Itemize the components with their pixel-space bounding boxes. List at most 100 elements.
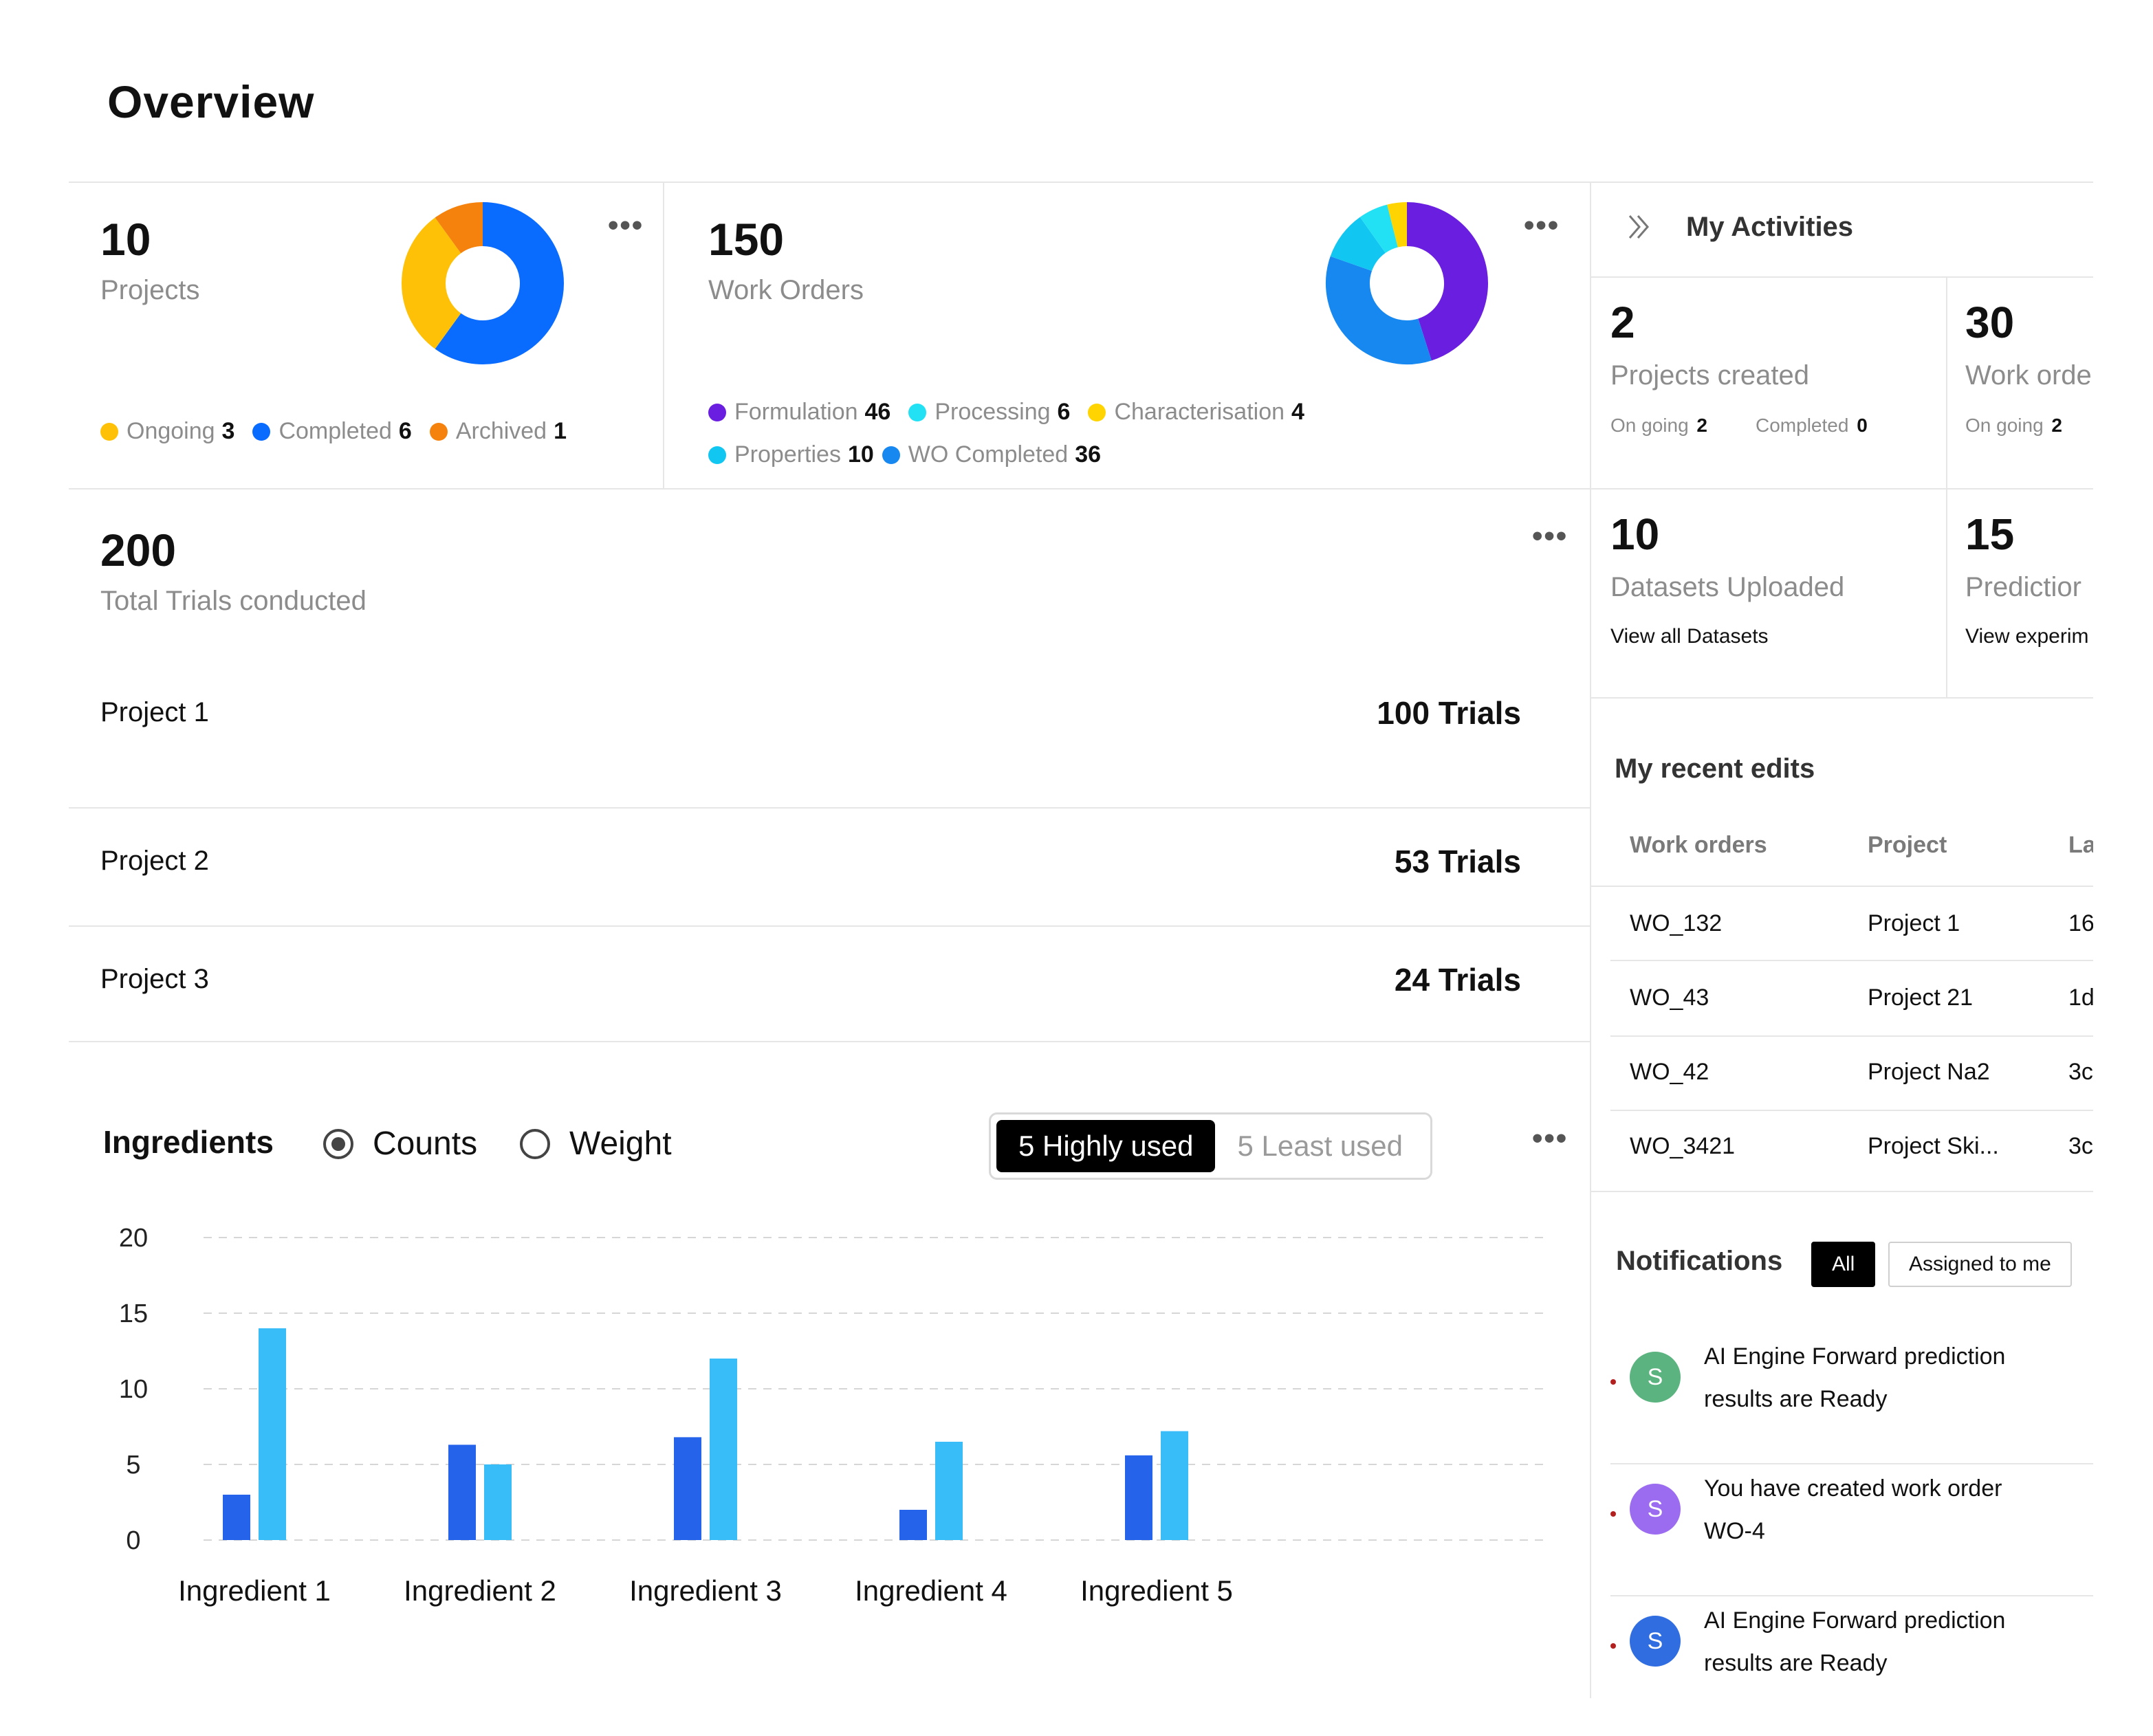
divider [1590, 182, 1591, 1698]
more-icon[interactable]: ••• [1524, 208, 1560, 242]
divider [1591, 697, 2093, 699]
trials-label: Total Trials conducted [100, 586, 367, 616]
notification-text: AI Engine Forward prediction results are… [1704, 1343, 2006, 1412]
bar-ingredient-4-series-1[interactable] [899, 1510, 927, 1540]
activity-card-projects[interactable]: 2 Projects created On going 2 Completed … [1610, 297, 1941, 437]
bar-ingredient-4-series-2[interactable] [935, 1442, 963, 1540]
radio-label: Counts [373, 1125, 478, 1162]
usage-toggle: 5 Highly used 5 Least used [989, 1112, 1432, 1180]
legend-item-ongoing: Ongoing 3 [100, 418, 234, 445]
filter-all-button[interactable]: All [1811, 1242, 1876, 1287]
work-orders-card: 150 Work Orders ••• Formulation 46 Proces… [664, 183, 1590, 488]
bar-ingredient-2-series-2[interactable] [484, 1464, 512, 1540]
legend-dot [1088, 403, 1106, 421]
notification-text: You have created work order WO-4 [1704, 1475, 2002, 1544]
bar-ingredient-5-series-1[interactable] [1125, 1455, 1152, 1540]
view-experiments-link[interactable]: View experim [1965, 625, 2089, 648]
table-cell: Project 21 [1868, 985, 1974, 1011]
unread-dot-icon [1610, 1379, 1616, 1385]
divider [1610, 1110, 2093, 1111]
ingredients-card: Ingredients Counts Weight 5 Highly used … [69, 1042, 1590, 1698]
trial-count: 100 Trials [1377, 695, 1521, 731]
bar-ingredient-1-series-2[interactable] [259, 1328, 286, 1540]
activity-label: Work orde [1965, 360, 2092, 391]
legend-dot [429, 422, 448, 441]
donut-slice-formulation [1406, 202, 1488, 361]
legend-dot [100, 422, 118, 441]
more-icon[interactable]: ••• [1532, 1121, 1569, 1155]
x-tick-label: Ingredient 5 [1080, 1574, 1233, 1607]
bar-ingredient-3-series-1[interactable] [674, 1437, 701, 1540]
table-cell: 3c [2068, 1133, 2093, 1159]
notification-item[interactable]: S AI Engine Forward prediction results a… [1610, 1343, 2078, 1485]
double-chevron-right-icon [1628, 215, 1649, 239]
projects-label: Projects [100, 275, 200, 305]
projects-card: 10 Projects ••• Ongoing 3 Completed 6 Arch… [69, 183, 663, 488]
unread-dot-icon [1610, 1511, 1616, 1517]
trials-card: 200 Total Trials conducted ••• Project 1… [69, 490, 1590, 1041]
filter-assigned-button[interactable]: Assigned to me [1888, 1242, 2072, 1287]
y-tick-label: 15 [119, 1299, 148, 1328]
more-icon[interactable]: ••• [1532, 519, 1569, 553]
legend-item-archived: Archived 1 [429, 418, 567, 445]
notification-item[interactable]: S AI Engine Forward prediction results a… [1610, 1607, 2078, 1698]
divider [1610, 1035, 2093, 1037]
bar-ingredient-1-series-1[interactable] [223, 1495, 250, 1540]
divider [69, 488, 1590, 490]
tab-least-used[interactable]: 5 Least used [1237, 1130, 1403, 1162]
trial-count: 53 Trials [1394, 844, 1521, 879]
donut-slice-characterisation [1387, 202, 1408, 248]
column-header: Project [1868, 832, 1947, 858]
radio-counts[interactable]: Counts [323, 1125, 477, 1163]
legend-dot [252, 422, 271, 441]
more-icon[interactable]: ••• [608, 208, 644, 242]
activity-number: 10 [1610, 509, 1660, 559]
trial-count: 24 Trials [1394, 962, 1521, 998]
legend-item-completed: Completed 6 [252, 418, 412, 445]
radio-label: Weight [569, 1125, 672, 1162]
table-row[interactable]: WO_43 Project 21 1d [1591, 961, 2093, 1035]
work-orders-count: 150 [708, 214, 785, 265]
trial-row[interactable]: Project 2 53 Trials [69, 807, 1590, 925]
work-orders-legend-row-1: Formulation 46 Processing 6 Characterisati… [708, 399, 1322, 426]
activity-card-work-orders[interactable]: 30 Work orde On going 2 [1965, 297, 2093, 437]
divider [1946, 276, 1947, 697]
activity-label: Predictior [1965, 572, 2081, 602]
table-row[interactable]: WO_42 Project Na2 3c [1591, 1037, 2093, 1111]
tab-highly-used[interactable]: 5 Highly used [996, 1120, 1216, 1172]
table-row[interactable]: WO_3421 Project Ski... 3c [1591, 1111, 2093, 1185]
legend-item-properties: Properties 10 [708, 441, 874, 468]
bar-ingredient-2-series-1[interactable] [448, 1444, 476, 1540]
trial-row[interactable]: Project 1 100 Trials [69, 674, 1590, 792]
divider [1610, 1595, 2093, 1596]
legend-item-formulation: Formulation 46 [708, 399, 890, 426]
bar-ingredient-3-series-2[interactable] [710, 1359, 737, 1540]
view-all-datasets-link[interactable]: View all Datasets [1610, 625, 1769, 648]
notification-text: AI Engine Forward prediction results are… [1704, 1607, 2006, 1676]
trial-row[interactable]: Project 3 24 Trials [69, 925, 1590, 1044]
collapse-icon[interactable] [1624, 212, 1654, 250]
unread-dot-icon [1610, 1643, 1616, 1649]
table-cell: WO_43 [1630, 985, 1709, 1011]
activity-ongoing: On going 2 [1965, 415, 2062, 436]
trial-project-name: Project 2 [100, 846, 209, 876]
column-header: Work orders [1630, 832, 1767, 858]
work-orders-label: Work Orders [708, 275, 864, 305]
legend-dot [708, 403, 726, 421]
activity-label: Datasets Uploaded [1610, 572, 1845, 602]
radio-selected-icon [323, 1128, 353, 1159]
notification-item[interactable]: S You have created work order WO-4 [1610, 1475, 2078, 1617]
divider [69, 1041, 1590, 1042]
x-tick-label: Ingredient 2 [404, 1574, 556, 1607]
work-orders-donut-chart [1326, 202, 1488, 364]
avatar: S [1630, 1484, 1681, 1535]
avatar: S [1630, 1616, 1681, 1667]
projects-donut-chart [402, 202, 564, 364]
bar-ingredient-5-series-2[interactable] [1161, 1431, 1188, 1540]
ingredients-bar-chart: 20 15 10 5 0 Ingredient 1 Ingredient 2 Ingredie… [119, 1224, 1543, 1607]
radio-weight[interactable]: Weight [520, 1125, 672, 1163]
y-tick-label: 10 [119, 1375, 148, 1404]
y-tick-label: 0 [126, 1526, 140, 1555]
table-row[interactable]: WO_132 Project 1 16 [1591, 886, 2093, 960]
divider [1591, 886, 2093, 887]
